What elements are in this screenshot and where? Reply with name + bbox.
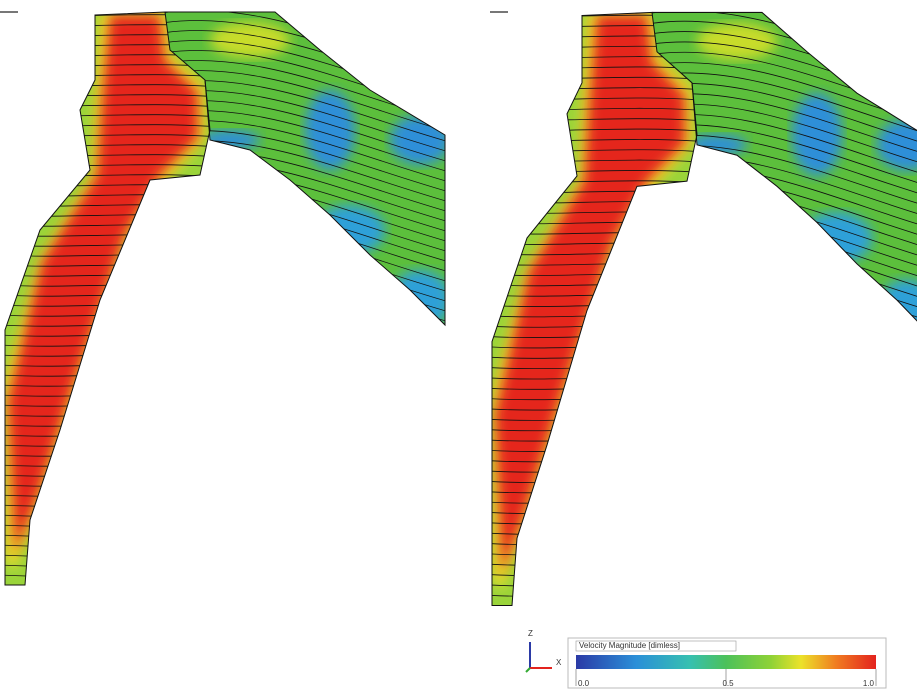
axis-triad: Z X <box>526 629 562 672</box>
colorbar-tick-label: 1.0 <box>863 679 875 688</box>
colorbar <box>576 655 876 669</box>
color-legend: Velocity Magnitude [dimless] 0.0 0.5 1.0 <box>568 638 886 688</box>
colorbar-tick-label: 0.0 <box>578 679 590 688</box>
legend-title: Velocity Magnitude [dimless] <box>579 641 680 650</box>
axis-z-label: Z <box>528 629 533 638</box>
velocity-view-right <box>487 0 917 688</box>
axis-x-label: X <box>556 658 562 667</box>
velocity-view-left <box>0 0 460 665</box>
colorbar-tick-label: 0.5 <box>722 679 734 688</box>
figure: Z X Velocity Magnitude [dimless] 0.0 0.5 1… <box>0 0 917 695</box>
